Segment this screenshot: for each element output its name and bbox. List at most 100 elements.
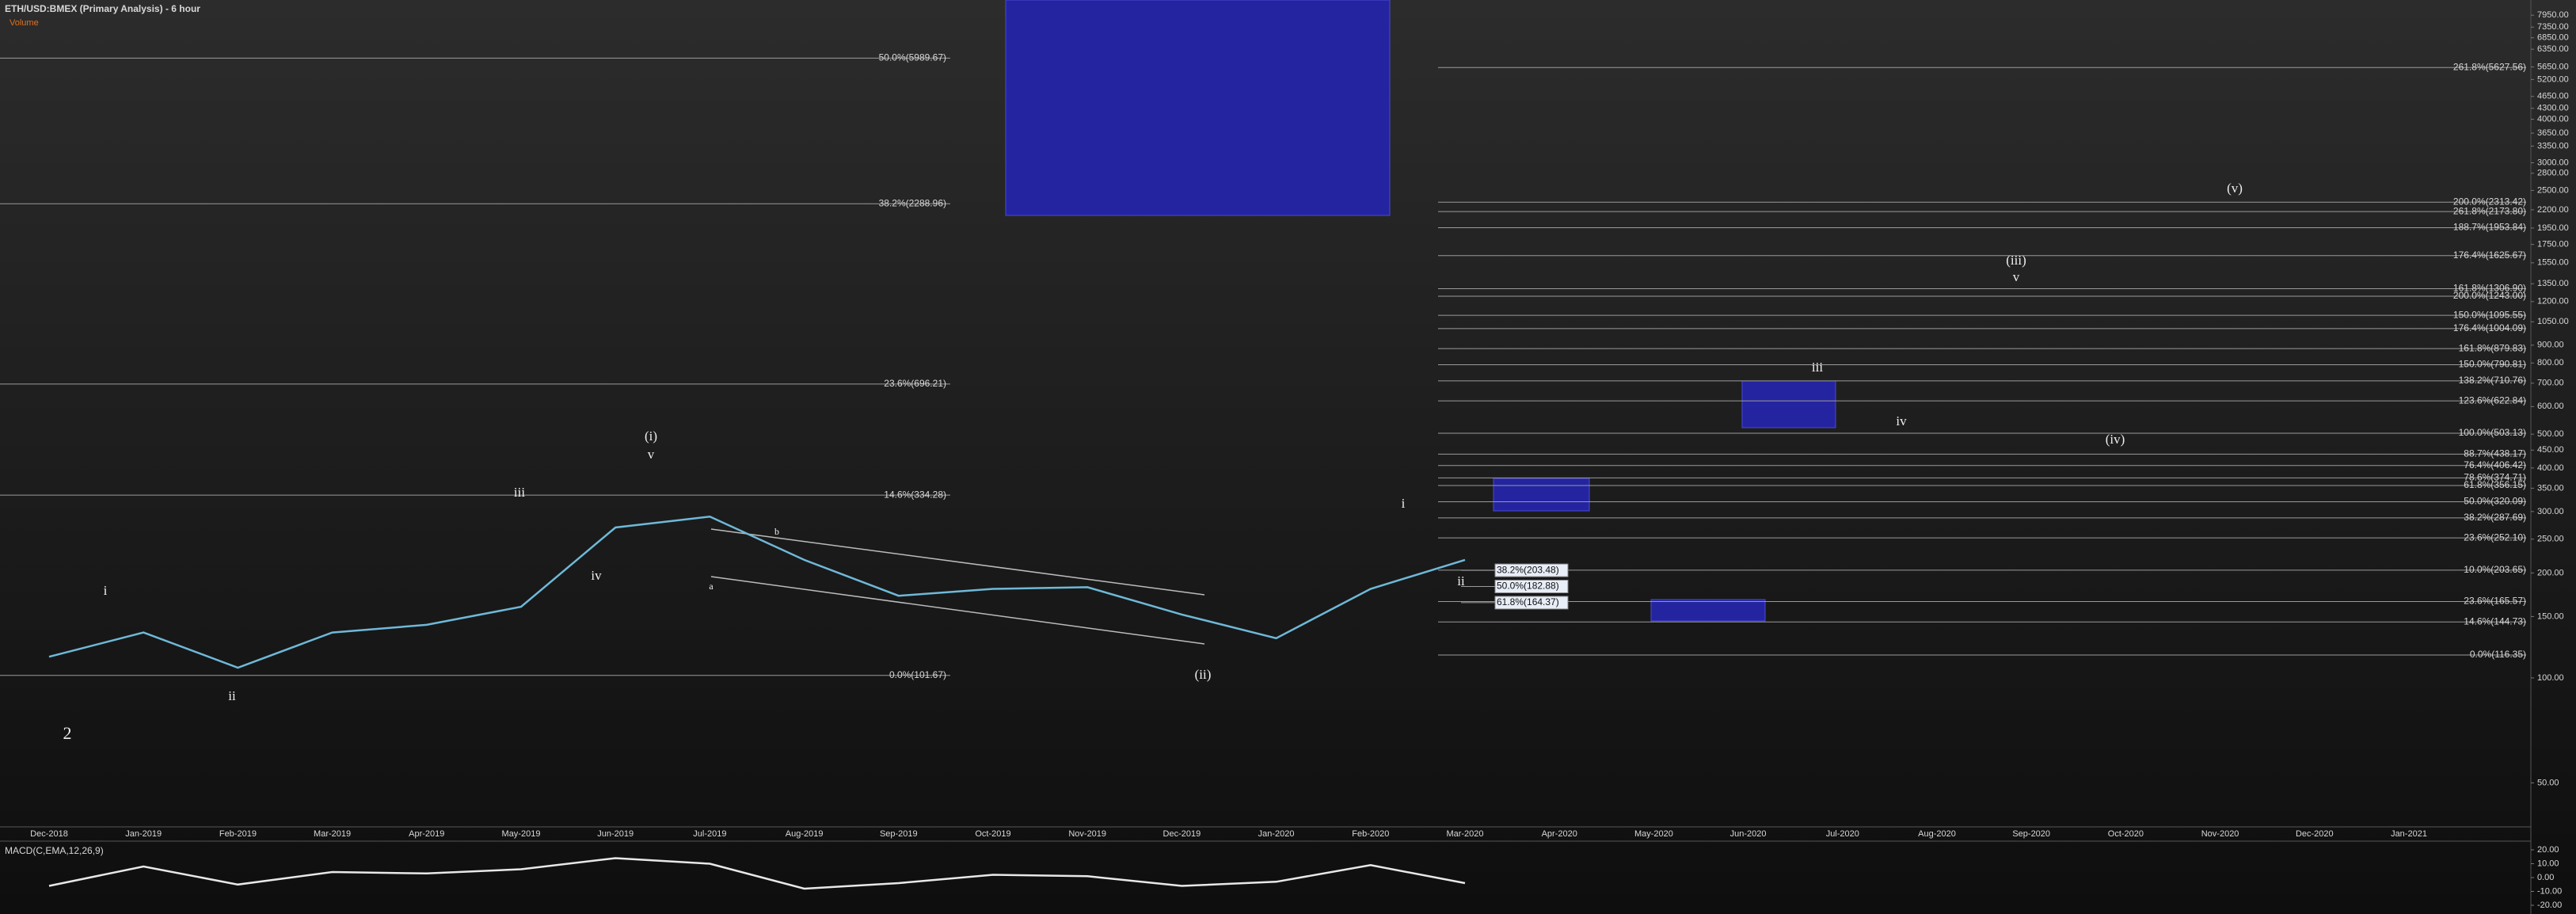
y-tick-label: 3350.00 — [2537, 141, 2569, 150]
fib-label: 14.6%(144.73) — [2464, 615, 2526, 626]
chart-title: ETH/USD:BMEX (Primary Analysis) - 6 hour — [5, 3, 200, 14]
fib-label: 176.4%(1004.09) — [2453, 322, 2526, 333]
y-tick-label: 200.00 — [2537, 568, 2564, 577]
target-box — [1650, 599, 1766, 622]
y-tick-label: 50.00 — [2537, 778, 2559, 787]
fib-label: 176.4%(1625.67) — [2453, 249, 2526, 261]
fib-label: 100.0%(503.13) — [2459, 427, 2526, 438]
fib-label: 261.8%(5627.56) — [2453, 61, 2526, 72]
series-line — [48, 516, 1466, 669]
wave-label: ii — [228, 688, 236, 703]
y-tick-label: 450.00 — [2537, 445, 2564, 455]
target-box — [1493, 478, 1590, 512]
fib-label: 150.0%(1095.55) — [2453, 309, 2526, 320]
fib-label: 50.0%(5989.67) — [879, 52, 946, 63]
fib-label-bg — [1494, 596, 1569, 610]
x-tick-label: Jan-2020 — [1258, 829, 1295, 839]
fib-label: 261.8%(2173.80) — [2453, 205, 2526, 216]
y-tick-label: 4650.00 — [2537, 92, 2569, 101]
x-tick-label: Mar-2019 — [314, 829, 351, 839]
x-tick-label: Jan-2019 — [125, 829, 162, 839]
fib-label: 161.8%(879.83) — [2459, 342, 2526, 353]
y-tick-label: 500.00 — [2537, 429, 2564, 439]
wave-label: (ii) — [1195, 667, 1212, 682]
y-tick-label: 4300.00 — [2537, 104, 2569, 113]
y-tick-label: 100.00 — [2537, 673, 2564, 683]
x-tick-label: Dec-2019 — [1163, 829, 1201, 839]
x-tick-label: Nov-2020 — [2201, 829, 2239, 839]
series-line — [48, 857, 1466, 890]
y-tick-label: 300.00 — [2537, 507, 2564, 516]
wave-label: b — [774, 526, 779, 537]
y-tick-label: 1350.00 — [2537, 279, 2569, 288]
fib-label: 61.8%(164.37) — [1497, 596, 1559, 607]
x-tick-label: Jan-2021 — [2391, 829, 2427, 839]
fib-label-bg — [1494, 580, 1569, 594]
wave-label: i — [104, 583, 108, 598]
wave-label: iv — [591, 568, 602, 583]
fib-label: 10.0%(203.65) — [2464, 564, 2526, 575]
y-tick-label: 3650.00 — [2537, 128, 2569, 138]
x-tick-label: Aug-2020 — [1918, 829, 1956, 839]
fib-label: 76.4%(406.42) — [2464, 459, 2526, 470]
wave-label: 2 — [63, 723, 72, 743]
wave-label: iv — [1896, 413, 1907, 428]
y-tick-label: 2800.00 — [2537, 169, 2569, 178]
y-tick-label: 350.00 — [2537, 483, 2564, 493]
y-tick-label: 1550.00 — [2537, 258, 2569, 268]
fib-label: 78.6%(374.71) — [2464, 472, 2526, 483]
x-tick-label: Nov-2019 — [1068, 829, 1106, 839]
y-tick-label: 2500.00 — [2537, 185, 2569, 195]
x-tick-label: Oct-2020 — [2108, 829, 2144, 839]
fib-label: 161.8%(1306.90) — [2453, 283, 2526, 294]
fib-label: 14.6%(334.28) — [884, 489, 946, 500]
wave-label: (i) — [645, 428, 657, 444]
y-tick-label: 900.00 — [2537, 341, 2564, 350]
y-tick-label: 800.00 — [2537, 358, 2564, 368]
fib-label: 50.0%(320.09) — [2464, 496, 2526, 507]
fib-label: 50.0%(182.88) — [1497, 581, 1559, 592]
fib-label: 38.2%(287.69) — [2464, 512, 2526, 523]
wave-label: iii — [514, 485, 525, 500]
y-tick-label: -20.00 — [2537, 901, 2562, 910]
wave-label: v — [2013, 269, 2020, 284]
fib-label: 200.0%(1243.00) — [2453, 290, 2526, 301]
target-box — [1005, 0, 1391, 216]
wave-label: iii — [1812, 360, 1823, 375]
x-tick-label: Jul-2019 — [693, 829, 726, 839]
macd-title: MACD(C,EMA,12,26,9) — [5, 845, 104, 856]
wave-label: (v) — [2227, 181, 2243, 196]
y-tick-label: 10.00 — [2537, 859, 2559, 868]
x-tick-label: Feb-2020 — [1352, 829, 1389, 839]
y-tick-label: 1750.00 — [2537, 240, 2569, 249]
x-tick-label: Sep-2019 — [880, 829, 918, 839]
fib-label: 23.6%(165.57) — [2464, 596, 2526, 607]
y-tick-label: 5200.00 — [2537, 74, 2569, 84]
x-tick-label: May-2020 — [1634, 829, 1673, 839]
y-tick-label: -10.00 — [2537, 886, 2562, 896]
fib-label: 23.6%(252.10) — [2464, 531, 2526, 543]
wave-label: a — [709, 581, 713, 592]
fib-label: 200.0%(2313.42) — [2453, 196, 2526, 207]
wave-label: (iv) — [2106, 432, 2125, 447]
x-tick-label: Jul-2020 — [1826, 829, 1859, 839]
y-tick-label: 6850.00 — [2537, 33, 2569, 43]
y-tick-label: 4000.00 — [2537, 114, 2569, 124]
y-tick-label: 3000.00 — [2537, 158, 2569, 167]
fib-label: 23.6%(696.21) — [884, 378, 946, 389]
y-tick-label: 1950.00 — [2537, 223, 2569, 233]
y-tick-label: 5650.00 — [2537, 62, 2569, 71]
fib-label: 0.0%(101.67) — [889, 669, 946, 680]
y-tick-label: 1200.00 — [2537, 297, 2569, 307]
x-tick-label: Feb-2019 — [219, 829, 257, 839]
fib-label: 38.2%(2288.96) — [879, 197, 946, 208]
fib-label: 188.7%(1953.84) — [2453, 222, 2526, 233]
y-tick-label: 600.00 — [2537, 402, 2564, 411]
y-tick-label: 0.00 — [2537, 873, 2554, 882]
fib-label: 123.6%(622.84) — [2459, 394, 2526, 406]
y-tick-label: 700.00 — [2537, 379, 2564, 388]
channel-line — [710, 576, 1205, 645]
volume-label: Volume — [10, 18, 39, 28]
x-tick-label: May-2019 — [502, 829, 541, 839]
